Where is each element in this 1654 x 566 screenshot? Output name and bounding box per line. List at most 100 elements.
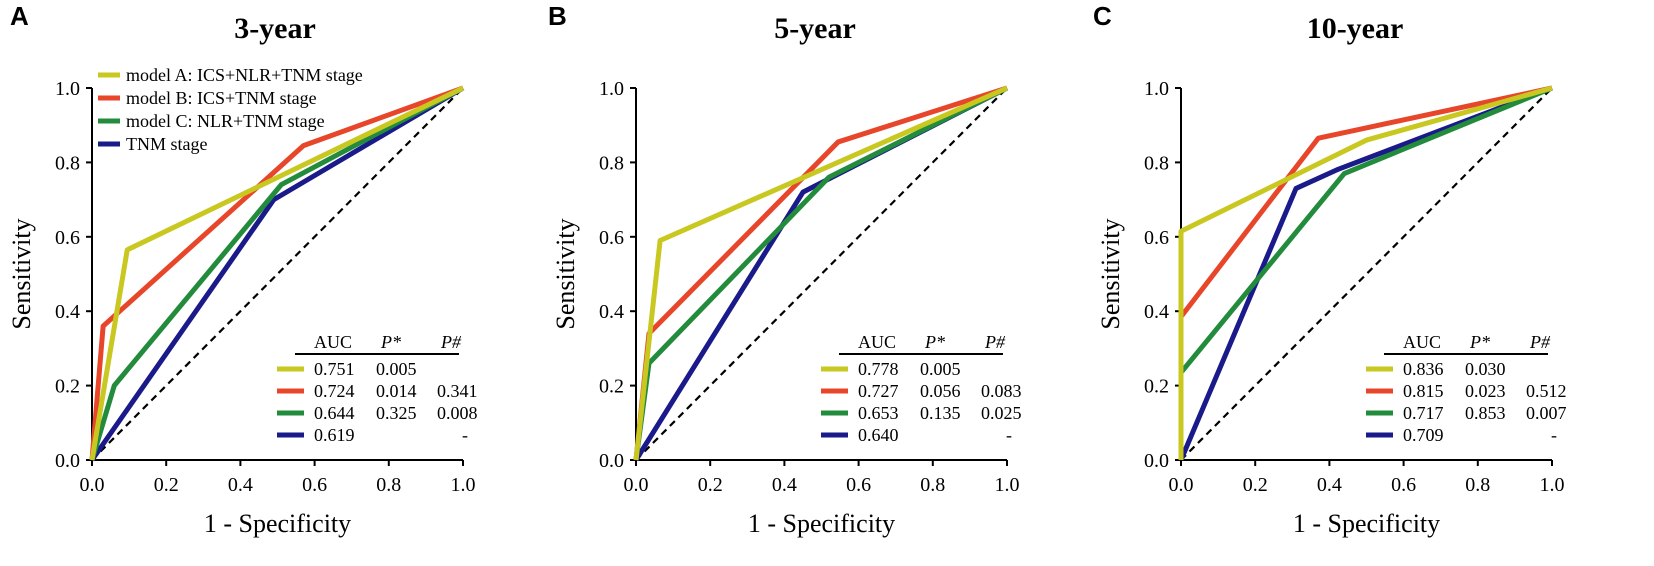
legend-label: model A: ICS+NLR+TNM stage [126,65,363,85]
x-tick-label: 0.6 [846,474,871,496]
table-auc-value: 0.836 [1403,359,1444,379]
table-p-hash-value: - [1006,425,1012,445]
table-p-hash-value: 0.008 [437,403,478,423]
table-header-auc: AUC [314,332,352,352]
y-tick-label: 0.6 [55,227,80,249]
table-p-star-value: 0.014 [376,381,417,401]
x-tick-label: 0.8 [920,474,945,496]
y-tick-label: 0.8 [1144,152,1169,174]
x-tick-label: 0.4 [228,474,253,496]
y-tick-label: 0.8 [55,152,80,174]
y-tick-label: 0.4 [599,301,624,323]
table-header-p-hash: P# [1529,332,1551,352]
roc-line-model-a [1178,85,1553,460]
roc-line-model-a [633,85,1009,461]
x-tick-label: 0.2 [1243,474,1268,496]
auc-table: AUC P* P# 0.751 0.005 0.724 0.014 0.341 0.644 0.3… [277,332,478,445]
table-auc-value: 0.727 [858,381,899,401]
legend-label: model C: NLR+TNM stage [126,111,325,131]
x-tick-label: 0.4 [1317,474,1342,496]
table-p-star-value: 0.325 [376,403,417,423]
roc-panel-b: B 5-year 0.0 0.2 0.4 0.6 0.8 1.0 0.0 0.2 0.4 0.6 0.8… [548,1,1022,538]
x-tick-label: 0.8 [376,474,401,496]
chart-title: 5-year [774,12,856,45]
table-p-star-value: 0.023 [1465,381,1506,401]
roc-line-model-a [89,85,465,461]
x-tick-label: 1.0 [451,474,476,496]
table-auc-value: 0.640 [858,425,899,445]
table-auc-value: 0.709 [1403,425,1444,445]
roc-panel-c: C 10-year 0.0 0.2 0.4 0.6 0.8 1.0 0.0 0.2 0.4 0.6 0.… [1093,1,1567,538]
roc-line-model-c [89,85,465,461]
table-p-hash-value: 0.512 [1526,381,1567,401]
x-axis-label: 1 - Specificity [748,509,895,538]
roc-line-model-b [89,85,464,461]
table-p-star-value: 0.005 [376,359,417,379]
y-tick-label: 0.0 [599,450,624,472]
reference-diagonal [91,87,464,461]
table-p-star-value: 0.030 [1465,359,1506,379]
table-auc-value: 0.619 [314,425,355,445]
y-axis-label: Sensitivity [551,218,580,329]
table-p-hash-value: - [462,425,468,445]
x-tick-label: 0.6 [1391,474,1416,496]
table-auc-value: 0.815 [1403,381,1444,401]
x-tick-label: 1.0 [995,474,1020,496]
y-tick-label: 0.0 [1144,450,1169,472]
table-auc-value: 0.778 [858,359,899,379]
x-tick-label: 0.0 [624,474,649,496]
table-p-star-value: 0.056 [920,381,961,401]
table-header-p-hash: P# [984,332,1006,352]
y-tick-label: 0.0 [55,450,80,472]
panel-letter: A [10,1,29,31]
x-tick-label: 0.8 [1465,474,1490,496]
y-tick-label: 0.2 [599,376,624,398]
legend-label: TNM stage [126,134,207,154]
table-p-star-value: 0.853 [1465,403,1506,423]
panel-letter: B [548,1,567,31]
x-tick-label: 0.2 [154,474,179,496]
x-tick-label: 0.0 [80,474,105,496]
y-tick-label: 0.4 [1144,301,1169,323]
y-tick-label: 0.4 [55,301,80,323]
table-p-hash-value: 0.341 [437,381,478,401]
roc-line-tnm-stage [1178,85,1553,461]
table-p-hash-value: - [1551,425,1557,445]
x-tick-label: 0.2 [698,474,723,496]
y-axis-label: Sensitivity [1096,218,1125,329]
x-tick-label: 0.6 [302,474,327,496]
table-header-p-star: P* [1469,332,1490,352]
table-auc-value: 0.644 [314,403,355,423]
table-p-hash-value: 0.007 [1526,403,1567,423]
auc-table: AUC P* P# 0.836 0.030 0.815 0.023 0.512 0.717 0.8… [1366,332,1567,445]
panel-letter: C [1093,1,1112,31]
y-tick-label: 1.0 [1144,78,1169,100]
roc-panel-a: A 3-year 0.0 0.2 0.4 0.6 0.8 1.0 0.0 0.2 0.4 0.6 0.8… [7,1,478,538]
table-header-auc: AUC [1403,332,1441,352]
y-tick-label: 0.2 [55,376,80,398]
y-tick-label: 0.2 [1144,376,1169,398]
roc-line-tnm-stage [89,85,465,462]
table-auc-value: 0.717 [1403,403,1444,423]
y-tick-label: 0.8 [599,152,624,174]
table-header-p-hash: P# [440,332,462,352]
table-header-p-star: P* [380,332,401,352]
x-tick-label: 1.0 [1540,474,1565,496]
y-tick-label: 0.6 [599,227,624,249]
y-tick-label: 0.6 [1144,227,1169,249]
reference-diagonal [635,87,1008,461]
chart-title: 3-year [234,12,316,45]
legend-label: model B: ICS+TNM stage [126,88,317,108]
table-p-hash-value: 0.025 [981,403,1022,423]
x-tick-label: 0.0 [1169,474,1194,496]
chart-title: 10-year [1307,12,1404,45]
table-auc-value: 0.724 [314,381,355,401]
reference-diagonal [1180,87,1553,461]
auc-table: AUC P* P# 0.778 0.005 0.727 0.056 0.083 0.653 0.1… [821,332,1022,445]
x-tick-label: 0.4 [772,474,797,496]
table-auc-value: 0.653 [858,403,899,423]
table-p-star-value: 0.005 [920,359,961,379]
x-axis-label: 1 - Specificity [1293,509,1440,538]
y-tick-label: 1.0 [599,78,624,100]
